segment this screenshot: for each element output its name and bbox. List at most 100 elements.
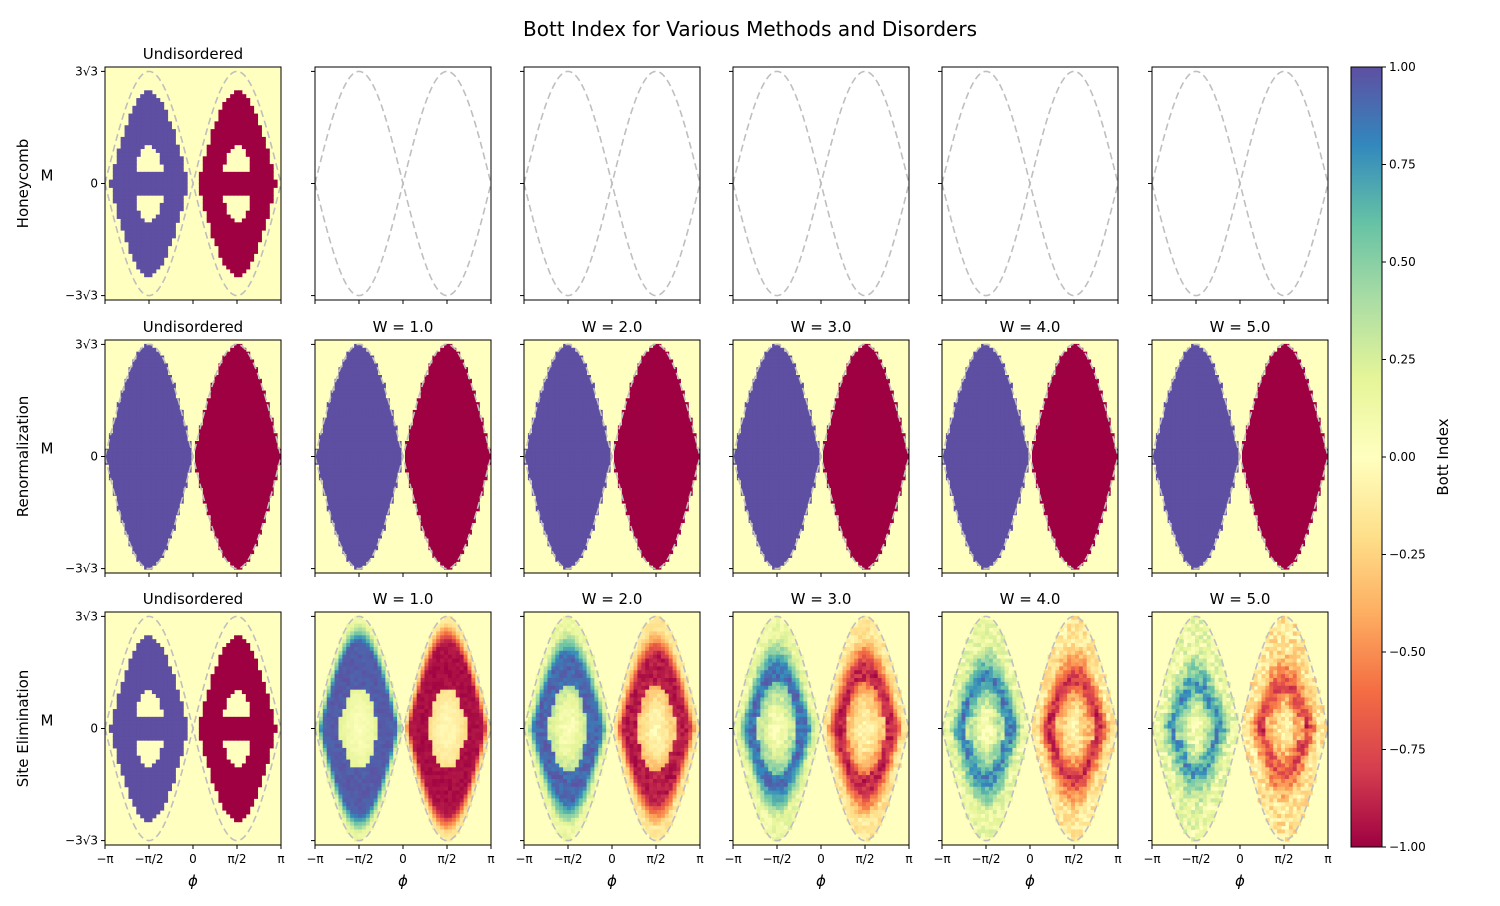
heatmap-cell [365,456,371,461]
heatmap-cell [412,483,418,489]
heatmap-cell [346,351,351,357]
heatmap-cell [479,448,484,454]
heatmap-cell [163,171,169,177]
heatmap-cell [451,382,457,388]
heatmap-cell [237,109,243,115]
heatmap-cell [373,421,379,426]
heatmap-cell [159,210,165,216]
heatmap-cell [567,351,572,357]
heatmap-cell [265,164,270,169]
heatmap-cell [338,514,343,520]
heatmap-cell [144,545,149,551]
heatmap-cell [128,491,133,496]
heatmap-cell [451,374,457,380]
heatmap-cell [471,495,476,500]
heatmap-cell [555,545,560,551]
heatmap-cell [455,460,461,465]
heatmap-cell [237,402,243,407]
heatmap-cell [214,125,219,130]
heatmap-cell [120,425,126,430]
heatmap-cell [253,413,259,419]
heatmap-cell [214,448,219,454]
heatmap-cell [159,553,165,558]
heatmap-cell [412,499,418,504]
heatmap-cell [369,506,375,512]
heatmap-cell [112,448,118,454]
heatmap-cell [230,237,235,243]
heatmap-cell [463,483,469,489]
heatmap-cell [144,245,149,251]
heatmap-cell [479,444,484,450]
heatmap-cell [140,526,145,531]
heatmap-cell [124,202,129,208]
heatmap-cell [315,456,320,461]
heatmap-cell [447,483,453,489]
heatmap-cell [183,483,188,489]
heatmap-cell [567,429,572,434]
heatmap-cell [447,452,453,457]
heatmap-cell [132,390,137,395]
heatmap-cell [183,468,188,473]
heatmap-cell [171,202,176,208]
heatmap-cell [350,444,355,450]
heatmap-cell [234,409,239,415]
heatmap-cell [151,347,157,353]
heatmap-cell [237,257,243,262]
heatmap-cell [459,425,465,430]
heatmap-cell [354,491,359,496]
heatmap-cell [381,514,386,520]
heatmap-cell [257,171,262,177]
heatmap-cell [346,479,351,485]
heatmap-cell [261,160,266,165]
heatmap-cell [144,421,149,426]
heatmap-cell [241,530,247,535]
heatmap-cell [253,202,259,208]
heatmap-cell [214,230,219,235]
heatmap-cell [159,374,165,380]
heatmap-cell [210,491,216,496]
heatmap-cell [350,351,355,357]
heatmap-cell [136,390,141,395]
heatmap-cell [120,483,126,489]
heatmap-cell [547,386,552,391]
heatmap-cell [539,495,545,500]
heatmap-cell [257,129,262,134]
heatmap-cell [151,175,157,181]
heatmap-cell [234,460,239,465]
heatmap-cell [136,133,141,138]
heatmap-cell [167,534,172,539]
heatmap-cell [140,230,145,235]
heatmap-cell [342,510,347,516]
heatmap-cell [261,171,266,177]
heatmap-cell [245,230,251,235]
heatmap-cell [214,491,219,496]
heatmap-cell [455,374,461,380]
heatmap-cell [136,140,141,146]
heatmap-cell [136,374,141,380]
heatmap-cell [155,557,161,562]
heatmap-cell [206,433,212,438]
heatmap-cell [424,475,429,481]
heatmap-cell [144,117,149,122]
heatmap-cell [428,440,433,446]
heatmap-cell [136,522,141,527]
heatmap-cell [253,230,259,235]
heatmap-cell [218,253,223,258]
heatmap-cell [539,394,545,399]
heatmap-cell [163,425,169,430]
heatmap-cell [322,468,328,473]
heatmap-cell [444,479,449,485]
heatmap-cell [237,565,243,570]
heatmap-cell [136,237,141,243]
heatmap-cell [210,452,216,457]
heatmap-cell [539,510,545,516]
heatmap-cell [151,483,157,489]
heatmap-cell [222,355,227,360]
heatmap-cell [346,468,351,473]
heatmap-cell [559,351,564,357]
heatmap-cell [144,378,149,384]
heatmap-cell [222,253,227,258]
heatmap-cell [451,371,457,376]
heatmap-cell [144,90,149,95]
heatmap-cell [214,222,219,227]
